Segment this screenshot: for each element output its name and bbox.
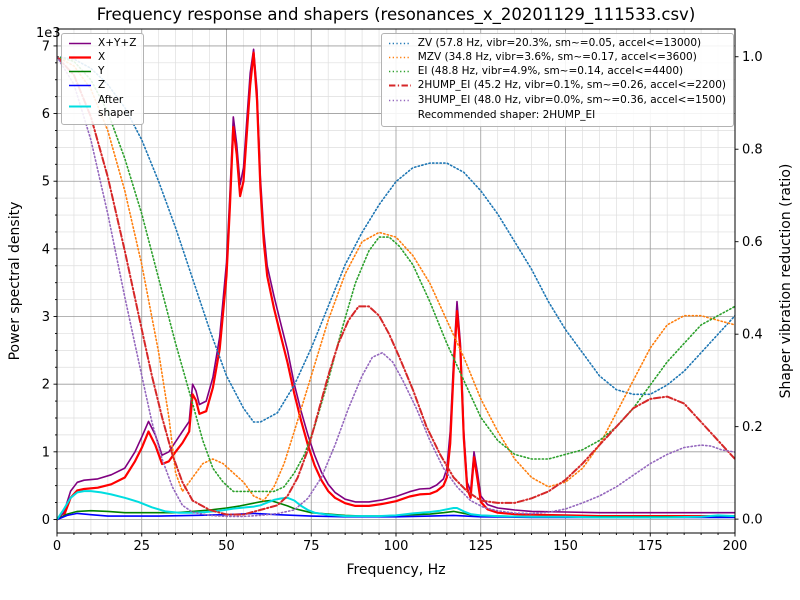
legend-label: Z (98, 79, 106, 92)
tick-marks (53, 45, 739, 537)
legend-label: EI (48.8 Hz, vibr=4.9%, sm~=0.14, accel<… (417, 65, 684, 78)
psd-y-line-sample (68, 66, 92, 77)
x-tick-label: 100 (384, 539, 409, 554)
legend-label: 2HUMP_EI (45.2 Hz, vibr=0.1%, sm~=0.26, … (417, 79, 726, 92)
curve-zv (57, 55, 735, 423)
legend-entry-3hump-ei: 3HUMP_EI (48.0 Hz, vibr=0.0%, sm~=0.36, … (388, 94, 726, 107)
curve-3hump-ei (57, 55, 735, 518)
x-tick-label: 75 (303, 539, 320, 554)
y-right-tick-label: 0.4 (742, 328, 763, 343)
curve-mzv (57, 55, 735, 502)
legend-label: After shaper (98, 93, 135, 119)
psd-z-line-sample (68, 80, 92, 91)
y-axis-label-left: Power spectral density (7, 201, 23, 361)
legend-entry-psd-z: Z (68, 79, 136, 92)
legend-entry-zv: ZV (57.8 Hz, vibr=20.3%, sm~=0.05, accel… (388, 37, 726, 50)
x-tick-label: 50 (218, 539, 235, 554)
tick-labels: 0 25 50 75 100 125 150 175 200 0 1 2 3 4 5 6 7 0.0 0.2 0.4 0… (42, 39, 763, 554)
x-tick-label: 125 (468, 539, 493, 554)
y-left-tick-label: 0 (42, 513, 50, 528)
legend-label: X+Y+Z (98, 37, 137, 49)
x-tick-label: 200 (723, 539, 748, 554)
y-left-tick-label: 5 (42, 175, 50, 190)
legend-label: Y (98, 65, 105, 78)
y-right-tick-label: 0.8 (742, 143, 763, 158)
legend-psd: X+Y+Z X Y Z After shaper (61, 33, 145, 125)
recommended-shaper-note: Recommended shaper: 2HUMP_EI (417, 108, 596, 121)
3hump-ei-line-sample (388, 95, 412, 106)
y-axis-label-right: Shaper vibration reduction (ratio) (778, 163, 794, 399)
legend-entry-psd-y: Y (68, 65, 136, 78)
x-axis-label: Frequency, Hz (346, 562, 446, 578)
legend-entry-mzv: MZV (34.8 Hz, vibr=3.6%, sm~=0.17, accel… (388, 51, 726, 64)
legend-label: 3HUMP_EI (48.0 Hz, vibr=0.0%, sm~=0.36, … (417, 93, 726, 106)
legend-entry-after-shaper: After shaper (68, 94, 136, 120)
y-right-tick-label: 1.0 (742, 50, 763, 65)
curve-2hump-ei (57, 55, 735, 516)
curve-psd-x (57, 51, 735, 521)
y-right-tick-label: 0.6 (742, 235, 763, 250)
legend-label: ZV (57.8 Hz, vibr=20.3%, sm~=0.05, accel… (417, 37, 702, 49)
legend-entry-2hump-ei: 2HUMP_EI (45.2 Hz, vibr=0.1%, sm~=0.26, … (388, 79, 726, 92)
y-axis-offset-label: 1e3 (36, 26, 61, 41)
curves (57, 48, 735, 521)
y-left-tick-label: 4 (42, 242, 50, 257)
mzv-line-sample (388, 52, 412, 63)
legend-label: X (98, 51, 106, 64)
after-shaper-line-sample (68, 101, 92, 112)
y-right-tick-label: 0.2 (742, 420, 763, 435)
legend-entry-psd-x: X (68, 51, 136, 64)
y-right-tick-label: 0.0 (742, 513, 763, 528)
y-left-tick-label: 2 (42, 378, 50, 393)
x-tick-label: 0 (53, 539, 61, 554)
curve-ei (57, 55, 735, 493)
legend-entry-ei: EI (48.8 Hz, vibr=4.9%, sm~=0.14, accel<… (388, 65, 726, 78)
x-tick-label: 25 (133, 539, 150, 554)
y-left-tick-label: 1 (42, 445, 50, 460)
zv-line-sample (388, 38, 412, 49)
y-left-tick-label: 6 (42, 107, 50, 122)
x-tick-label: 175 (638, 539, 663, 554)
2hump-ei-line-sample (388, 80, 412, 91)
legend-entry-psd-xyz: X+Y+Z (68, 37, 136, 50)
legend-shapers: ZV (57.8 Hz, vibr=20.3%, sm~=0.05, accel… (380, 33, 734, 127)
ei-line-sample (388, 66, 412, 77)
x-tick-label: 150 (553, 539, 578, 554)
psd-x-line-sample (68, 52, 92, 63)
legend-label: MZV (34.8 Hz, vibr=3.6%, sm~=0.17, accel… (417, 51, 697, 64)
y-left-tick-label: 3 (42, 310, 50, 325)
chart-title: Frequency response and shapers (resonanc… (96, 5, 696, 24)
curve-after-shaper (57, 490, 735, 521)
y-left-tick-label: 7 (42, 39, 50, 54)
psd-xyz-line-sample (68, 38, 92, 49)
